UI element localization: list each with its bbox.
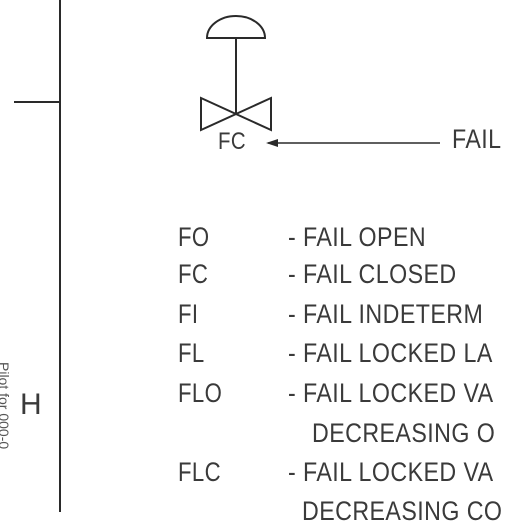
legend-description: - FAIL INDETERM bbox=[288, 299, 484, 329]
callout-text: FAIL bbox=[452, 124, 502, 154]
legend-code: FLC bbox=[178, 457, 222, 487]
legend-code: FLO bbox=[178, 378, 223, 408]
legend-code: FO bbox=[178, 222, 210, 252]
legend-code: FC bbox=[178, 259, 209, 289]
frame-vertical-line bbox=[59, 0, 61, 512]
margin-side-text: Pilot for 000-0 bbox=[0, 362, 12, 450]
frame-tick-line bbox=[14, 101, 61, 103]
legend-description: - FAIL LOCKED LA bbox=[288, 338, 493, 368]
valve-tag: FC bbox=[218, 128, 247, 155]
legend-continuation: DECREASING O bbox=[312, 418, 496, 448]
valve-body-icon bbox=[200, 96, 272, 132]
legend-description: - FAIL CLOSED bbox=[288, 259, 457, 289]
arrow-head-icon bbox=[266, 139, 278, 147]
legend-code: FL bbox=[178, 338, 205, 368]
valve-symbol bbox=[200, 15, 440, 147]
legend-description: - FAIL LOCKED VA bbox=[288, 378, 494, 408]
legend-description: - FAIL LOCKED VA bbox=[288, 457, 494, 487]
legend-code: FI bbox=[178, 299, 199, 329]
legend-description: - FAIL OPEN bbox=[288, 222, 427, 252]
drawing-canvas: FC FAIL FO FC FI FL FLO FLC - FAIL OPEN … bbox=[0, 0, 502, 526]
actuator-dome-icon bbox=[205, 15, 267, 39]
row-letter: H bbox=[20, 388, 43, 421]
